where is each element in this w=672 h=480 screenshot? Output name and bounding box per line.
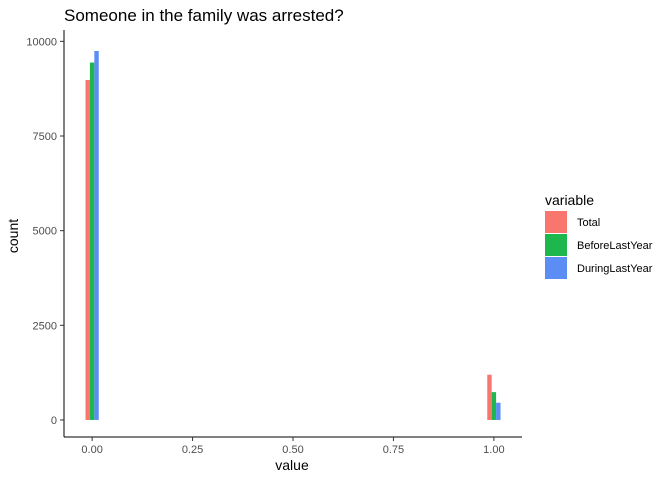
bar-beforelastyear [491, 392, 497, 420]
chart-title: Someone in the family was arrested? [64, 6, 344, 25]
x-tick-label: 0.50 [282, 444, 303, 456]
legend-swatch-beforelastyear [545, 234, 567, 256]
y-tick-label: 10000 [26, 36, 57, 48]
bar-duringlastyear [94, 51, 99, 420]
y-tick-label: 2500 [33, 320, 57, 332]
bar-total [487, 374, 492, 420]
y-axis-ticks: 0 2500 5000 7500 10000 [26, 36, 64, 427]
legend-label-total: Total [577, 217, 600, 229]
bar-total [85, 79, 90, 420]
legend-swatch-duringlastyear [545, 257, 567, 279]
legend-swatch-total [545, 211, 567, 233]
y-axis-title: count [5, 219, 21, 253]
y-tick-label: 0 [51, 415, 57, 427]
x-tick-label: 1.00 [483, 444, 504, 456]
legend: variable Total BeforeLastYear DuringLastYe… [545, 192, 653, 279]
legend-label-duringlastyear: DuringLastYear [577, 263, 653, 275]
bar-duringlastyear [496, 402, 501, 420]
x-tick-label: 0.75 [383, 444, 404, 456]
y-tick-label: 7500 [33, 131, 57, 143]
x-axis-title: value [275, 457, 309, 473]
legend-title: variable [545, 192, 594, 208]
y-tick-label: 5000 [33, 226, 57, 238]
bar-beforelastyear [89, 62, 95, 420]
x-tick-label: 0.00 [81, 444, 102, 456]
legend-label-beforelastyear: BeforeLastYear [577, 240, 653, 252]
x-axis-ticks: 0.00 0.25 0.50 0.75 1.00 [81, 437, 505, 456]
bars-layer [85, 51, 501, 420]
x-tick-label: 0.25 [182, 444, 203, 456]
